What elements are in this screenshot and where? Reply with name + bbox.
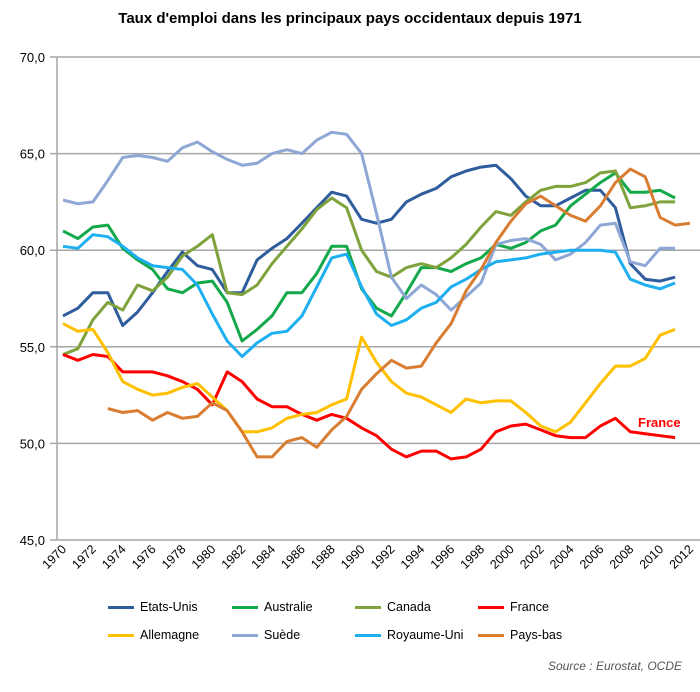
x-tick-label: 1990 (338, 542, 368, 572)
legend-item: Australie (232, 600, 313, 614)
x-tick-label: 1984 (249, 542, 279, 572)
x-tick-label: 1994 (398, 542, 428, 572)
x-tick-label: 2006 (577, 542, 607, 572)
x-tick-label: 2010 (637, 542, 667, 572)
x-tick-label: 1992 (368, 542, 398, 572)
legend-swatch (108, 633, 134, 637)
legend-label: Canada (387, 600, 431, 614)
legend-label: France (510, 600, 549, 614)
x-tick-label: 1986 (278, 542, 308, 572)
series-line-etats-unis (62, 163, 676, 327)
france-annotation: France (638, 415, 681, 430)
legend-label: Allemagne (140, 628, 200, 642)
x-tick-label: 2008 (607, 542, 637, 572)
y-tick-label: 70,0 (20, 50, 45, 65)
legend-label: Etats-Unis (140, 600, 198, 614)
x-tick-label: 1998 (458, 542, 488, 572)
legend-item: Etats-Unis (108, 600, 198, 614)
series-line-france (62, 353, 676, 461)
legend-item: Allemagne (108, 628, 199, 642)
x-tick-label: 1980 (189, 542, 219, 572)
x-tick-label: 2002 (517, 542, 547, 572)
source-note: Source : Eurostat, OCDE (547, 659, 682, 673)
legend-label: Australie (264, 600, 313, 614)
legend-swatch (355, 605, 381, 609)
x-tick-label: 1996 (428, 542, 458, 572)
y-tick-label: 55,0 (20, 340, 45, 355)
y-tick-label: 60,0 (20, 243, 45, 258)
series-line-australie (62, 171, 676, 343)
legend-swatch (478, 605, 504, 609)
legend-item: Royaume-Uni (355, 628, 463, 642)
x-tick-label: 2000 (487, 542, 517, 572)
legend-item: Pays-bas (478, 628, 562, 642)
legend-label: Royaume-Uni (387, 628, 464, 642)
x-tick-label: 1978 (159, 542, 189, 572)
legend-swatch (232, 633, 258, 637)
x-tick-label: 1974 (99, 542, 129, 572)
series-line-pays-bas (107, 167, 691, 459)
legend-item: France (478, 600, 549, 614)
legend-item: Canada (355, 600, 431, 614)
series-line-suède (62, 130, 676, 312)
x-tick-label: 1976 (129, 542, 159, 572)
x-tick-label: 1988 (308, 542, 338, 572)
y-tick-label: 50,0 (20, 436, 45, 451)
x-tick-label: 1972 (69, 542, 99, 572)
legend-swatch (355, 633, 381, 637)
legend-label: Pays-bas (510, 628, 563, 642)
series-line-allemagne (62, 322, 676, 434)
y-tick-label: 45,0 (20, 533, 45, 548)
legend-swatch (232, 605, 258, 609)
x-tick-label: 2004 (547, 542, 577, 572)
chart-title: Taux d'emploi dans les principaux pays o… (118, 10, 582, 27)
y-tick-label: 65,0 (20, 147, 45, 162)
series-line-canada (62, 169, 676, 356)
legend-label: Suède (264, 628, 301, 642)
x-tick-label: 1982 (219, 542, 249, 572)
series-line-royaume-uni (62, 233, 676, 358)
legend-swatch (108, 605, 134, 609)
legend-item: Suède (232, 628, 300, 642)
legend-swatch (478, 633, 504, 637)
x-tick-label: 2012 (667, 542, 697, 572)
